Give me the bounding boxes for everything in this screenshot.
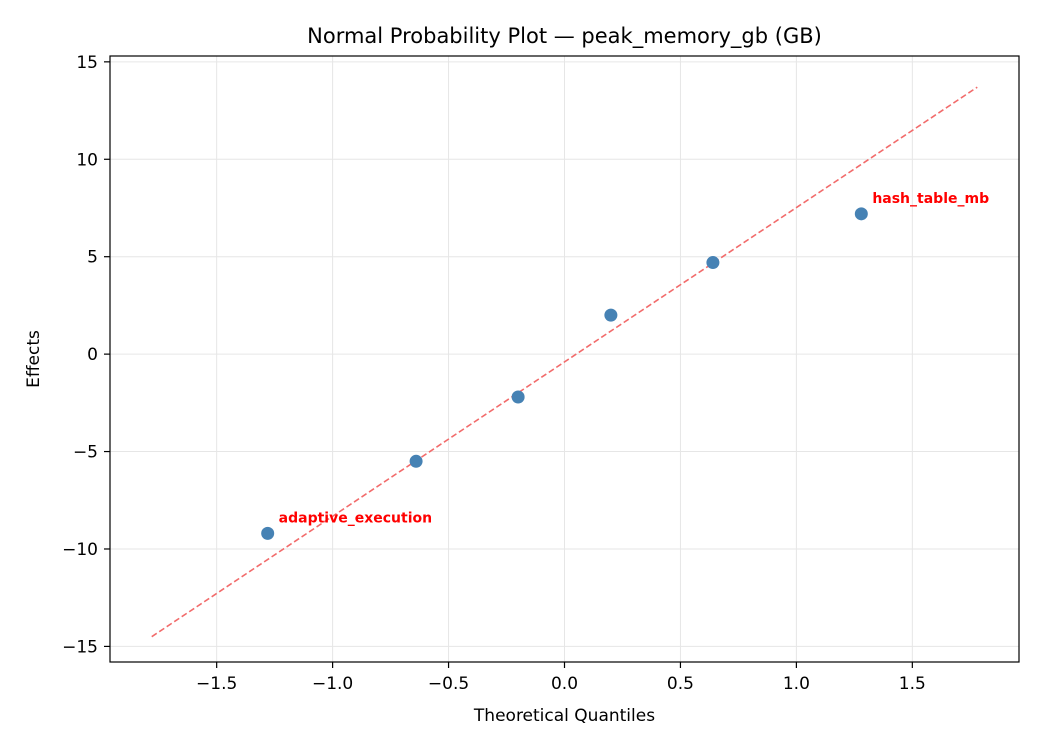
grid <box>110 56 1019 662</box>
x-tick-label: −1.5 <box>196 674 237 694</box>
point-annotation: adaptive_execution <box>279 510 432 526</box>
y-tick-label: 15 <box>76 53 98 73</box>
data-point <box>511 390 525 404</box>
y-tick-label: 10 <box>76 150 98 170</box>
x-tick-label: 1.0 <box>783 674 810 694</box>
x-tick-label: −0.5 <box>428 674 469 694</box>
y-axis-ticks: −15 −10 −5 0 5 10 15 <box>62 53 110 657</box>
data-point <box>604 308 618 322</box>
y-tick-label: −15 <box>62 637 98 657</box>
x-axis-label: Theoretical Quantiles <box>473 706 655 726</box>
point-annotation: hash_table_mb <box>872 191 989 207</box>
data-point <box>409 454 423 468</box>
data-point <box>706 256 720 270</box>
reference-line-layer <box>151 86 978 638</box>
x-axis-ticks: −1.5 −1.0 −0.5 0.0 0.5 1.0 1.5 <box>196 662 926 694</box>
reference-line <box>151 86 978 638</box>
data-points <box>261 207 868 540</box>
data-point <box>854 207 868 221</box>
y-tick-label: −5 <box>73 443 98 463</box>
x-tick-label: −1.0 <box>312 674 353 694</box>
data-point <box>261 526 275 540</box>
y-tick-label: −10 <box>62 540 98 560</box>
y-axis-label: Effects <box>24 330 44 388</box>
chart-title: Normal Probability Plot — peak_memory_gb… <box>307 24 822 49</box>
x-tick-label: 0.0 <box>551 674 578 694</box>
x-tick-label: 0.5 <box>667 674 694 694</box>
y-tick-label: 5 <box>87 248 98 268</box>
y-tick-label: 0 <box>87 345 98 365</box>
annotations: adaptive_execution hash_table_mb <box>279 191 989 527</box>
x-tick-label: 1.5 <box>899 674 926 694</box>
